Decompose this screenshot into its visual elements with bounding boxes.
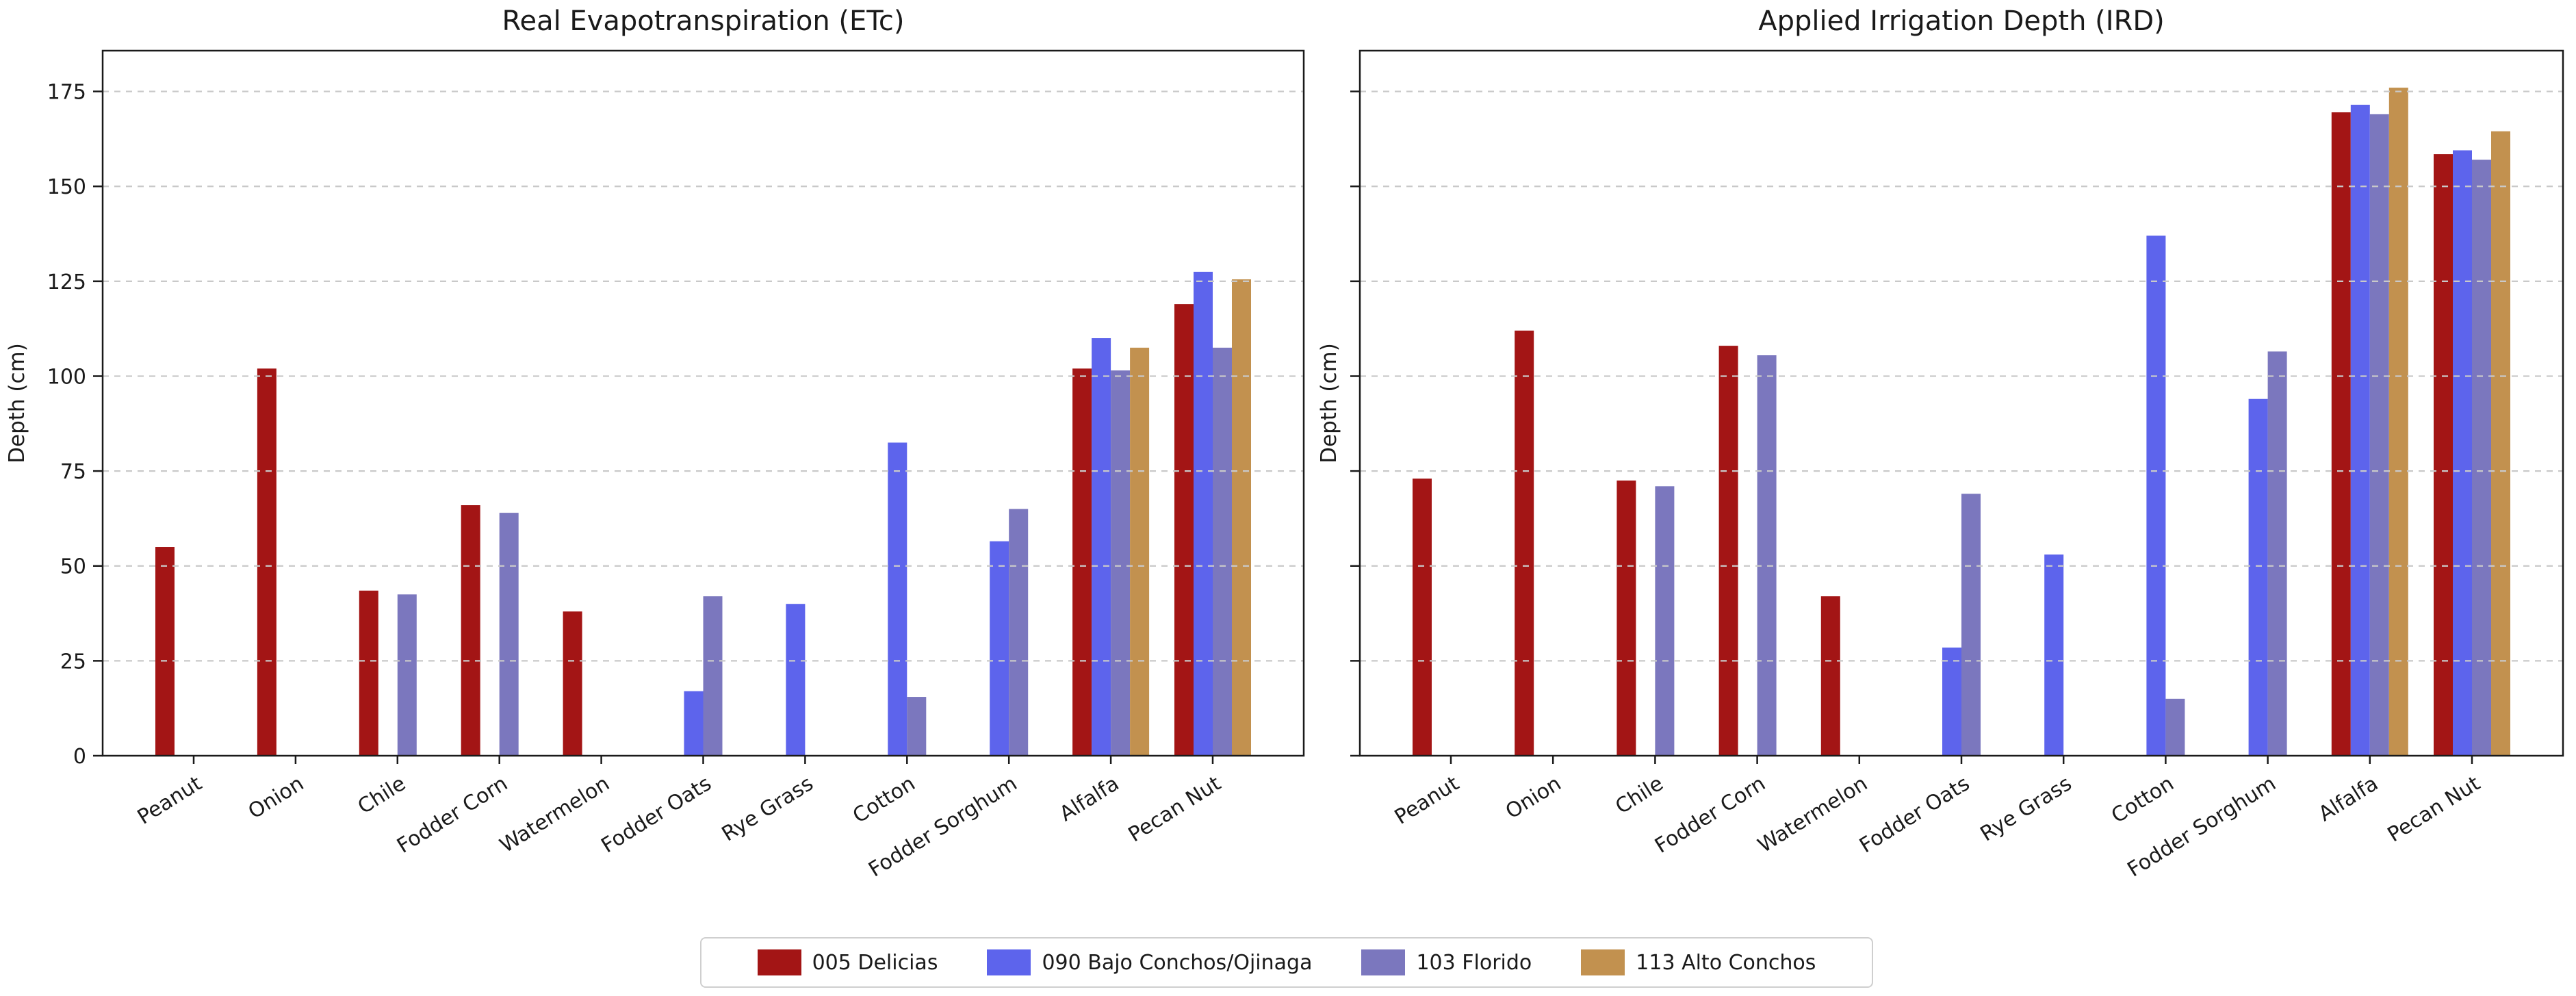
bar-090-bajo-conchos-ojinaga-alfalfa: [1092, 338, 1111, 756]
legend: 005 Delicias 090 Bajo Conchos/Ojinaga 103 …: [700, 937, 1873, 988]
y-tick-label: 125: [47, 270, 86, 294]
legend-swatch-icon: [987, 949, 1031, 975]
y-tick-label: 0: [73, 745, 86, 769]
bar-103-florido-fodder-oats: [1961, 494, 1981, 756]
y-tick-label: 25: [60, 650, 86, 674]
legend-label: 103 Florido: [1416, 950, 1532, 975]
x-tick-label-cotton: Cotton: [849, 771, 920, 828]
bar-103-florido-fodder-oats: [703, 596, 723, 756]
plot-frame: [1358, 49, 2564, 757]
bar-005-delicias-watermelon: [1820, 596, 1840, 756]
bar-103-florido-cotton: [2165, 698, 2185, 756]
y-tick-label: 75: [60, 460, 86, 484]
y-axis-label: Depth (cm): [1317, 343, 1341, 463]
x-tick-label-peanut: Peanut: [133, 771, 207, 830]
x-tick-label-onion: Onion: [1502, 771, 1565, 823]
y-tick-label: 100: [47, 365, 86, 389]
bar-103-florido-fodder-sorghum: [1009, 509, 1029, 756]
bar-005-delicias-peanut: [155, 547, 175, 756]
bar-005-delicias-chile: [1617, 480, 1636, 756]
bar-103-florido-pecan-nut: [2472, 159, 2491, 756]
bar-090-bajo-conchos-ojinaga-rye-grass: [786, 604, 806, 756]
bar-113-alto-conchos-alfalfa: [2388, 88, 2408, 756]
bar-090-bajo-conchos-ojinaga-rye-grass: [2044, 554, 2064, 756]
bar-090-bajo-conchos-ojinaga-fodder-oats: [1942, 647, 1961, 756]
x-tick-label-fodder-corn: Fodder Corn: [393, 771, 512, 858]
x-tick-label-pecan-nut: Pecan Nut: [2384, 771, 2485, 847]
bar-103-florido-chile: [1655, 486, 1675, 756]
x-tick-label-onion: Onion: [244, 771, 308, 823]
x-tick-label-pecan-nut: Pecan Nut: [1124, 771, 1226, 847]
chart-title: Applied Irrigation Depth (IRD): [1758, 5, 2165, 37]
x-tick-label-fodder-corn: Fodder Corn: [1651, 771, 1770, 858]
bar-005-delicias-watermelon: [563, 611, 582, 756]
x-tick-label-alfalfa: Alfalfa: [2315, 771, 2382, 826]
legend-swatch-icon: [757, 949, 801, 975]
bar-090-bajo-conchos-ojinaga-fodder-sorghum: [990, 541, 1009, 756]
bar-103-florido-fodder-sorghum: [2267, 351, 2287, 756]
bar-090-bajo-conchos-ojinaga-pecan-nut: [1194, 271, 1213, 756]
bar-090-bajo-conchos-ojinaga-cotton: [888, 442, 907, 756]
bar-005-delicias-fodder-corn: [461, 505, 480, 756]
bar-090-bajo-conchos-ojinaga-fodder-oats: [684, 691, 704, 756]
bar-103-florido-chile: [397, 594, 417, 756]
legend-swatch-icon: [1581, 949, 1625, 975]
bar-090-bajo-conchos-ojinaga-fodder-sorghum: [2248, 398, 2268, 756]
bar-113-alto-conchos-alfalfa: [1130, 347, 1150, 756]
x-tick-label-fodder-oats: Fodder Oats: [1855, 771, 1974, 858]
y-tick-label: 150: [47, 175, 86, 199]
chart-title: Real Evapotranspiration (ETc): [502, 5, 904, 37]
legend-label: 005 Delicias: [812, 950, 938, 975]
bar-005-delicias-pecan-nut: [1174, 304, 1194, 756]
y-tick-label: 175: [47, 81, 86, 105]
bar-005-delicias-onion: [1515, 330, 1534, 756]
legend-item-103-florido: 103 Florido: [1361, 949, 1532, 975]
bar-103-florido-alfalfa: [2369, 114, 2389, 756]
bar-005-delicias-fodder-corn: [1718, 346, 1738, 756]
bar-103-florido-fodder-corn: [1757, 355, 1777, 756]
bar-005-delicias-peanut: [1413, 478, 1432, 756]
legend-swatch-icon: [1361, 949, 1406, 975]
x-tick-label-watermelon: Watermelon: [1754, 771, 1872, 858]
x-tick-label-rye-grass: Rye Grass: [718, 771, 818, 846]
bar-103-florido-cotton: [907, 697, 927, 756]
bar-090-bajo-conchos-ojinaga-alfalfa: [2350, 105, 2370, 756]
bar-005-delicias-alfalfa: [1072, 368, 1092, 756]
y-tick-label: 50: [60, 555, 86, 579]
y-axis-label: Depth (cm): [5, 343, 29, 463]
bar-005-delicias-onion: [257, 368, 276, 756]
bar-005-delicias-chile: [359, 590, 378, 756]
bar-005-delicias-alfalfa: [2331, 112, 2351, 756]
x-tick-label-rye-grass: Rye Grass: [1976, 771, 2076, 846]
x-tick-label-cotton: Cotton: [2107, 771, 2178, 828]
bar-103-florido-alfalfa: [1111, 370, 1131, 756]
legend-label: 113 Alto Conchos: [1636, 950, 1816, 975]
x-tick-label-chile: Chile: [354, 771, 410, 819]
x-tick-label-alfalfa: Alfalfa: [1055, 771, 1123, 826]
x-tick-label-chile: Chile: [1611, 771, 1667, 819]
legend-item-113-alto-conchos: 113 Alto Conchos: [1581, 949, 1816, 975]
x-tick-label-watermelon: Watermelon: [495, 771, 614, 858]
bar-090-bajo-conchos-ojinaga-cotton: [2146, 235, 2166, 756]
bar-113-alto-conchos-pecan-nut: [1232, 279, 1251, 756]
bar-005-delicias-pecan-nut: [2434, 154, 2453, 756]
legend-item-090-bajo-conchos-ojinaga: 090 Bajo Conchos/Ojinaga: [987, 949, 1312, 975]
legend-label: 090 Bajo Conchos/Ojinaga: [1042, 950, 1313, 975]
x-tick-label-peanut: Peanut: [1391, 771, 1464, 830]
x-tick-label-fodder-oats: Fodder Oats: [597, 771, 716, 858]
plot-frame: [101, 49, 1305, 757]
bar-103-florido-fodder-corn: [499, 513, 519, 756]
bar-090-bajo-conchos-ojinaga-pecan-nut: [2453, 150, 2472, 756]
bar-103-florido-pecan-nut: [1213, 347, 1232, 756]
bar-113-alto-conchos-pecan-nut: [2491, 131, 2510, 756]
legend-item-005-delicias: 005 Delicias: [757, 949, 938, 975]
